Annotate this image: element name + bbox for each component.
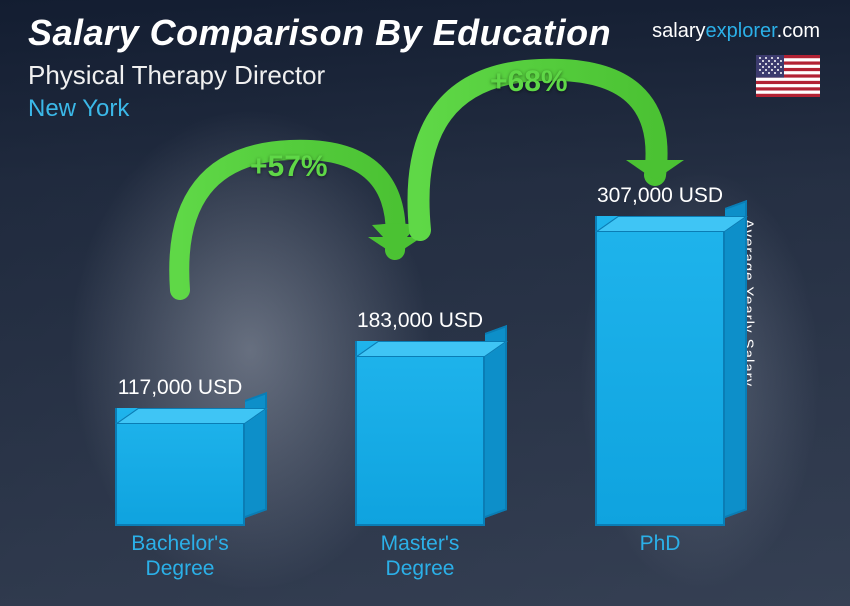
bar-label: Bachelor'sDegree [90,531,270,586]
bar-group: 117,000 USD [90,376,270,526]
chart-area: +57% +68% 117,000 USD183,000 USD307,000 … [60,160,780,586]
bar-3d [595,216,725,526]
brand-part2: explorer [706,20,777,42]
page-location: New York [28,95,822,123]
bar-value: 307,000 USD [597,184,723,208]
bar-group: 183,000 USD [330,309,510,526]
bar-value: 117,000 USD [118,376,243,400]
brand-part1: salary [652,20,705,42]
bar-label: Master'sDegree [330,531,510,586]
bar-group: 307,000 USD [570,184,750,526]
arc-1-label: +57% [250,150,328,184]
brand-part3: .com [777,20,820,42]
us-flag-icon [756,55,820,97]
bar-labels-container: Bachelor'sDegree Master'sDegree PhD [60,531,780,586]
arc-2-label: +68% [490,65,568,99]
bar-label: PhD [570,531,750,586]
bars-container: 117,000 USD 183,000 USD 307,000 USD [60,186,780,526]
bar-3d [355,341,485,526]
page-subtitle: Physical Therapy Director [28,60,822,91]
brand-logo: salaryexplorer.com [652,20,820,43]
bar-value: 183,000 USD [357,309,483,333]
bar-3d [115,408,245,526]
